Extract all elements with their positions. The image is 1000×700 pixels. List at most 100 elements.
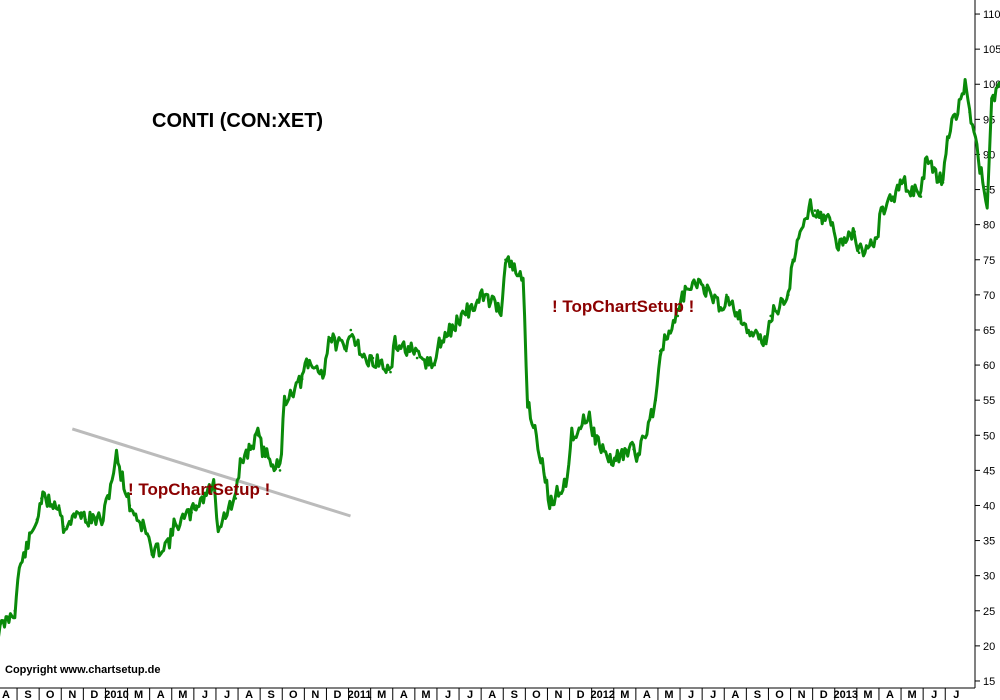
copyright-text: Copyright www.chartsetup.de [5,664,160,676]
x-tick-label: A [2,689,10,700]
price-data-point [460,314,463,318]
x-tick-label: O [46,689,55,700]
y-tick-label: 70 [983,290,995,302]
price-data-point [477,300,481,304]
price-data-point [632,448,635,451]
x-tick-label: M [377,689,386,700]
price-data-point [610,462,613,465]
x-tick-label: M [664,689,673,700]
x-tick-label: 2013 [834,689,858,700]
x-tick-label: 2012 [590,689,614,700]
x-tick-label: N [555,689,563,700]
price-data-point [278,469,282,472]
price-data-point [703,286,706,290]
x-tick-label: N [311,689,319,700]
price-data-point [813,209,817,212]
price-data-point [636,455,640,458]
y-tick-label: 20 [983,641,995,653]
price-data-point [570,434,574,437]
x-tick-label: M [178,689,187,700]
x-tick-label: 2011 [348,689,372,700]
x-tick-label: J [710,689,716,700]
x-tick-label: S [511,689,518,700]
x-tick-label: S [754,689,761,700]
x-tick-label: M [620,689,629,700]
x-tick-label: N [68,689,76,700]
price-data-point [902,181,905,184]
price-data-point [654,398,657,402]
price-data-point [216,525,220,528]
x-tick-label: A [488,689,496,700]
x-tick-label: A [886,689,894,700]
price-data-point [588,412,591,416]
x-axis: A S O N D 2010 M A M J J A S O N D 2011 M A M J J A S O N D 2012 M A M… [0,687,975,700]
price-data-point [150,553,154,556]
price-data-point [482,293,485,297]
x-tick-label: J [467,689,473,700]
price-data-point [791,258,795,262]
price-data-point [725,293,728,297]
price-data-point [168,539,171,542]
price-data-point [437,342,441,346]
price-data-point [415,356,419,360]
x-tick-label: O [775,689,784,700]
price-data-point [787,293,790,297]
price-data-point [35,518,39,521]
price-data-point [676,314,680,318]
price-data-point [769,314,772,318]
price-data-point [322,370,326,374]
price-data-point [946,139,949,142]
price-data-point [499,307,503,311]
price-data-point [261,448,264,451]
price-data-point [389,370,392,374]
price-data-point [941,181,945,184]
y-tick-label: 45 [983,465,995,477]
x-tick-label: J [224,689,230,700]
price-data-point [504,258,507,262]
price-data-point [566,476,569,479]
price-data-point [84,518,87,521]
price-data-point [101,518,105,521]
x-tick-label: J [445,689,451,700]
price-data-point [190,511,193,514]
y-tick-label: 25 [983,606,995,618]
price-data-point [79,511,83,514]
x-tick-label: A [245,689,253,700]
price-data-point [742,321,746,325]
x-tick-label: J [202,689,208,700]
y-tick-label: 35 [983,536,995,548]
price-data-point [18,567,21,570]
y-tick-label: 40 [983,500,995,512]
price-data-point [305,363,308,367]
trendline [71,427,351,518]
price-data-point [62,525,65,528]
x-tick-label: N [798,689,806,700]
price-data-point [857,251,861,254]
price-data-point [521,279,525,283]
price-data-point [239,462,242,465]
price-data-point [146,532,149,535]
x-tick-label: 2010 [104,689,128,700]
y-axis: 1520253035404550556065707580859095100105… [974,0,1000,688]
price-data-point [592,434,596,437]
price-data-point [212,483,215,486]
price-data-point [764,342,768,346]
price-data-point [919,195,923,198]
x-tick-label: M [863,689,872,700]
y-tick-label: 80 [983,220,995,232]
x-tick-label: M [908,689,917,700]
price-series-line [0,78,1000,637]
price-data-point [40,497,43,500]
x-tick-label: D [820,689,828,700]
price-data-point [990,97,993,100]
price-data-point [985,202,989,205]
y-tick-label: 55 [983,395,995,407]
y-tick-label: 15 [983,676,995,688]
price-data-point [963,82,967,86]
x-tick-label: J [953,689,959,700]
price-data-point [57,504,61,507]
x-tick-label: A [643,689,651,700]
y-tick-label: 30 [983,571,995,583]
price-data-point [853,230,856,233]
